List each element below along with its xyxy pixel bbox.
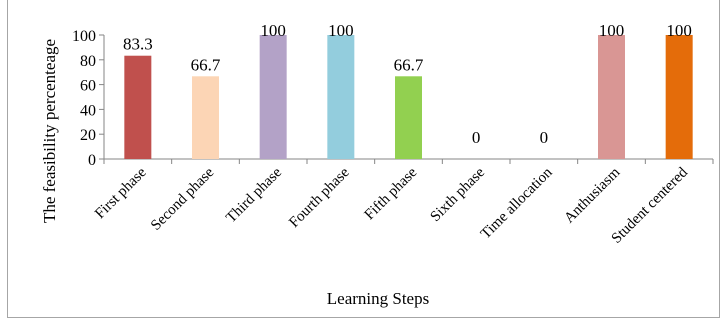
y-tick-label: 100 bbox=[72, 28, 96, 45]
bar bbox=[666, 35, 693, 159]
y-tick-label: 20 bbox=[80, 127, 96, 144]
data-label: 100 bbox=[328, 21, 354, 40]
category-label: Time allocation bbox=[478, 164, 556, 242]
bar bbox=[260, 35, 287, 159]
data-label: 0 bbox=[472, 128, 481, 147]
bar bbox=[192, 76, 219, 159]
bar bbox=[124, 56, 151, 159]
y-tick-label: 0 bbox=[88, 152, 96, 169]
data-label: 66.7 bbox=[394, 55, 424, 74]
bar bbox=[327, 35, 354, 159]
y-tick-label: 40 bbox=[80, 102, 96, 119]
category-label: Anthusiasm bbox=[561, 164, 623, 226]
bar bbox=[395, 76, 422, 159]
x-axis-title: Learning Steps bbox=[327, 289, 429, 308]
y-tick-label: 60 bbox=[80, 78, 96, 95]
y-axis-title: The feasibility percenteage bbox=[40, 39, 59, 223]
category-label: Third phase bbox=[223, 164, 285, 226]
data-label: 0 bbox=[540, 128, 549, 147]
category-label: Fourth phase bbox=[286, 164, 353, 231]
y-tick-label: 80 bbox=[80, 53, 96, 70]
data-label: 100 bbox=[260, 21, 286, 40]
bar bbox=[598, 35, 625, 159]
chart-bars bbox=[124, 35, 692, 159]
data-label: 83.3 bbox=[123, 35, 153, 54]
data-label: 100 bbox=[666, 21, 692, 40]
data-label: 100 bbox=[599, 21, 625, 40]
category-label: Fifth phase bbox=[362, 164, 421, 223]
data-label: 66.7 bbox=[191, 55, 221, 74]
category-label: Second phase bbox=[148, 164, 218, 234]
category-label: Sixth phase bbox=[427, 164, 488, 225]
category-label: First phase bbox=[92, 164, 150, 222]
